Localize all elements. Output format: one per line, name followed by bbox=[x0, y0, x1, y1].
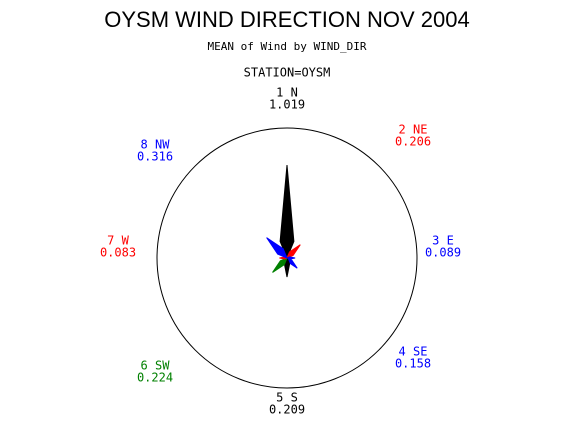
direction-label: 3 E bbox=[432, 234, 454, 248]
direction-slice bbox=[279, 164, 295, 260]
direction-label: 5 S bbox=[276, 391, 298, 405]
direction-label: 2 NE bbox=[399, 123, 428, 137]
value-label: 0.209 bbox=[269, 403, 305, 417]
value-label: 1.019 bbox=[269, 98, 305, 112]
value-label: 0.089 bbox=[425, 246, 461, 260]
chart-title: OYSM WIND DIRECTION NOV 2004 bbox=[104, 7, 470, 32]
chart-subtitle: MEAN of Wind by WIND_DIR bbox=[208, 40, 367, 53]
direction-slice bbox=[266, 237, 288, 259]
value-label: 0.224 bbox=[137, 371, 173, 385]
value-label: 0.316 bbox=[137, 150, 173, 164]
direction-slice bbox=[286, 244, 301, 259]
value-label: 0.083 bbox=[100, 246, 136, 260]
direction-slice bbox=[272, 257, 288, 273]
direction-label: 7 W bbox=[107, 234, 129, 248]
station-label: STATION=OYSM bbox=[244, 66, 331, 80]
outer-circle bbox=[156, 127, 418, 389]
direction-label: 6 SW bbox=[141, 359, 171, 373]
value-label: 0.158 bbox=[395, 357, 431, 371]
value-label: 0.206 bbox=[395, 135, 431, 149]
direction-label: 8 NW bbox=[141, 138, 171, 152]
direction-label: 1 N bbox=[276, 86, 298, 100]
direction-label: 4 SE bbox=[399, 345, 428, 359]
